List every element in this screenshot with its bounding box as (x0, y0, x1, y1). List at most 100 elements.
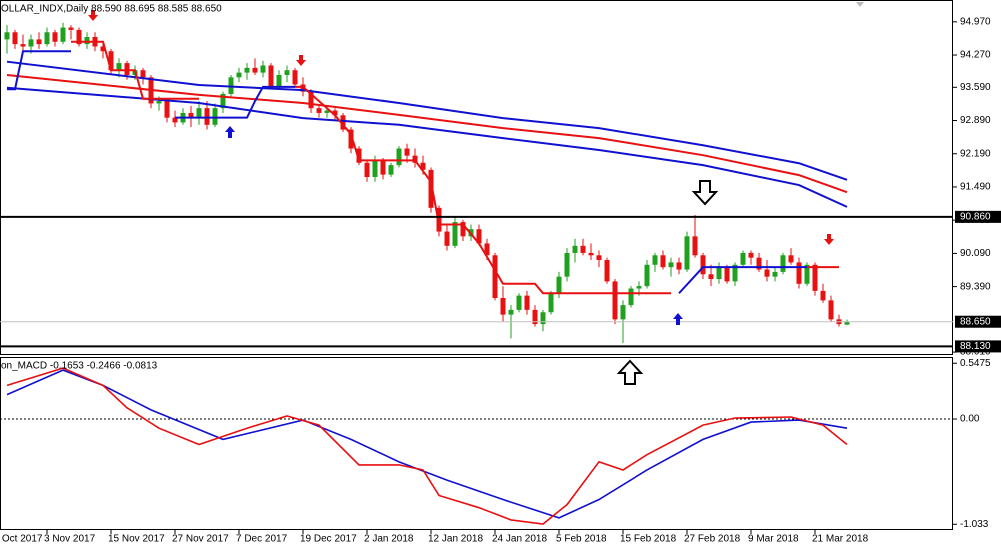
y-tick-label: 93.590 (960, 82, 991, 93)
y-tick-label: 0.5475 (960, 358, 991, 369)
candle-body (684, 236, 690, 270)
candle-body (636, 286, 642, 289)
candle-body (100, 46, 106, 52)
candle-body (596, 255, 602, 261)
candle-body (740, 252, 746, 265)
candle-body (508, 309, 514, 315)
candle-body (580, 245, 586, 253)
y-tick-label: 92.890 (960, 115, 991, 126)
candle-body (348, 129, 354, 149)
candle-body (420, 162, 426, 170)
x-tick-label: 19 Dec 2017 (300, 534, 357, 544)
indicator-line (7, 50, 807, 294)
candle-body (500, 298, 506, 315)
candle-body (380, 160, 386, 175)
candle-body (628, 288, 634, 306)
candle-body (404, 148, 410, 156)
down-arrow (824, 234, 834, 245)
x-tick-label: 25 Oct 2017 (0, 534, 43, 544)
y-tick-label: 90.090 (960, 248, 991, 259)
x-tick-label: 15 Nov 2017 (108, 534, 165, 544)
macd-line (6, 369, 848, 519)
y-tick-label: 92.190 (960, 148, 991, 159)
sell-signals (88, 10, 834, 245)
y-tick-label: 94.270 (960, 50, 991, 61)
candle-body (324, 110, 330, 113)
candle-body (452, 222, 458, 246)
price-label: 90.860 (960, 212, 991, 223)
candle-body (492, 255, 498, 299)
candle-body (76, 29, 82, 45)
candle-body (700, 255, 706, 275)
candle-body (612, 281, 618, 320)
x-tick-label: 5 Feb 2018 (556, 534, 607, 544)
scroll-marker (856, 2, 864, 7)
candle-body (532, 309, 538, 325)
candle-body (388, 165, 394, 175)
candle-body (524, 295, 530, 310)
candle-body (236, 72, 242, 78)
candle-body (588, 252, 594, 256)
y-tick-label: -1.033 (960, 519, 989, 530)
candle-body (516, 295, 522, 310)
y-tick-label: 91.490 (960, 182, 991, 193)
candle-body (716, 267, 722, 280)
plot-layer: 94.97094.27093.59092.89092.19091.49090.7… (0, 16, 1001, 544)
price-label-box (955, 340, 1001, 353)
macd-line (6, 367, 848, 525)
candle-body (276, 74, 282, 87)
candle-body (84, 37, 90, 45)
candle-body (476, 229, 482, 244)
candle-body (644, 264, 650, 287)
indicator-line (6, 73, 848, 194)
candle-body (316, 108, 322, 113)
candle-body (220, 93, 226, 109)
x-tick-label: 9 Mar 2018 (748, 534, 799, 544)
down-arrow (88, 10, 98, 21)
candle-body (708, 274, 714, 280)
indicator-line (71, 40, 839, 295)
candle-body (20, 44, 26, 47)
candle-body (748, 252, 754, 258)
candle-body (660, 255, 666, 268)
candle-body (724, 267, 730, 282)
candle-body (364, 162, 370, 177)
candle-body (780, 255, 786, 272)
candle-body (484, 243, 490, 256)
candle-body (788, 255, 794, 263)
candle-body (828, 300, 834, 320)
candle-body (252, 67, 258, 73)
indicator-line (6, 86, 848, 208)
candle-body (772, 271, 778, 277)
candle-body (60, 27, 66, 42)
indicator-line (6, 60, 848, 181)
candle-body (164, 101, 170, 118)
candle-body (156, 101, 162, 104)
candle-body (212, 108, 218, 125)
candle-body (268, 65, 274, 87)
candle-body (108, 51, 114, 71)
down-arrow (296, 55, 306, 66)
candle-body (548, 293, 554, 313)
candle-body (68, 27, 74, 30)
candle-body (620, 305, 626, 320)
candle-body (116, 63, 122, 71)
candle-body (556, 276, 562, 294)
candle-body (292, 70, 298, 85)
candle-body (372, 160, 378, 177)
candle-body (676, 262, 682, 270)
candle-body (572, 245, 578, 253)
x-tick-label: 7 Dec 2017 (236, 534, 288, 544)
candle-body (340, 115, 346, 130)
candle-body (308, 91, 314, 109)
x-tick-label: 2 Jan 2018 (364, 534, 414, 544)
candle-body (396, 148, 402, 166)
y-tick-label: 94.970 (960, 16, 991, 27)
x-tick-label: 3 Nov 2017 (44, 534, 96, 544)
candle-body (12, 32, 18, 45)
candle-body (332, 110, 338, 116)
candle-body (804, 264, 810, 284)
candle-body (540, 312, 546, 325)
